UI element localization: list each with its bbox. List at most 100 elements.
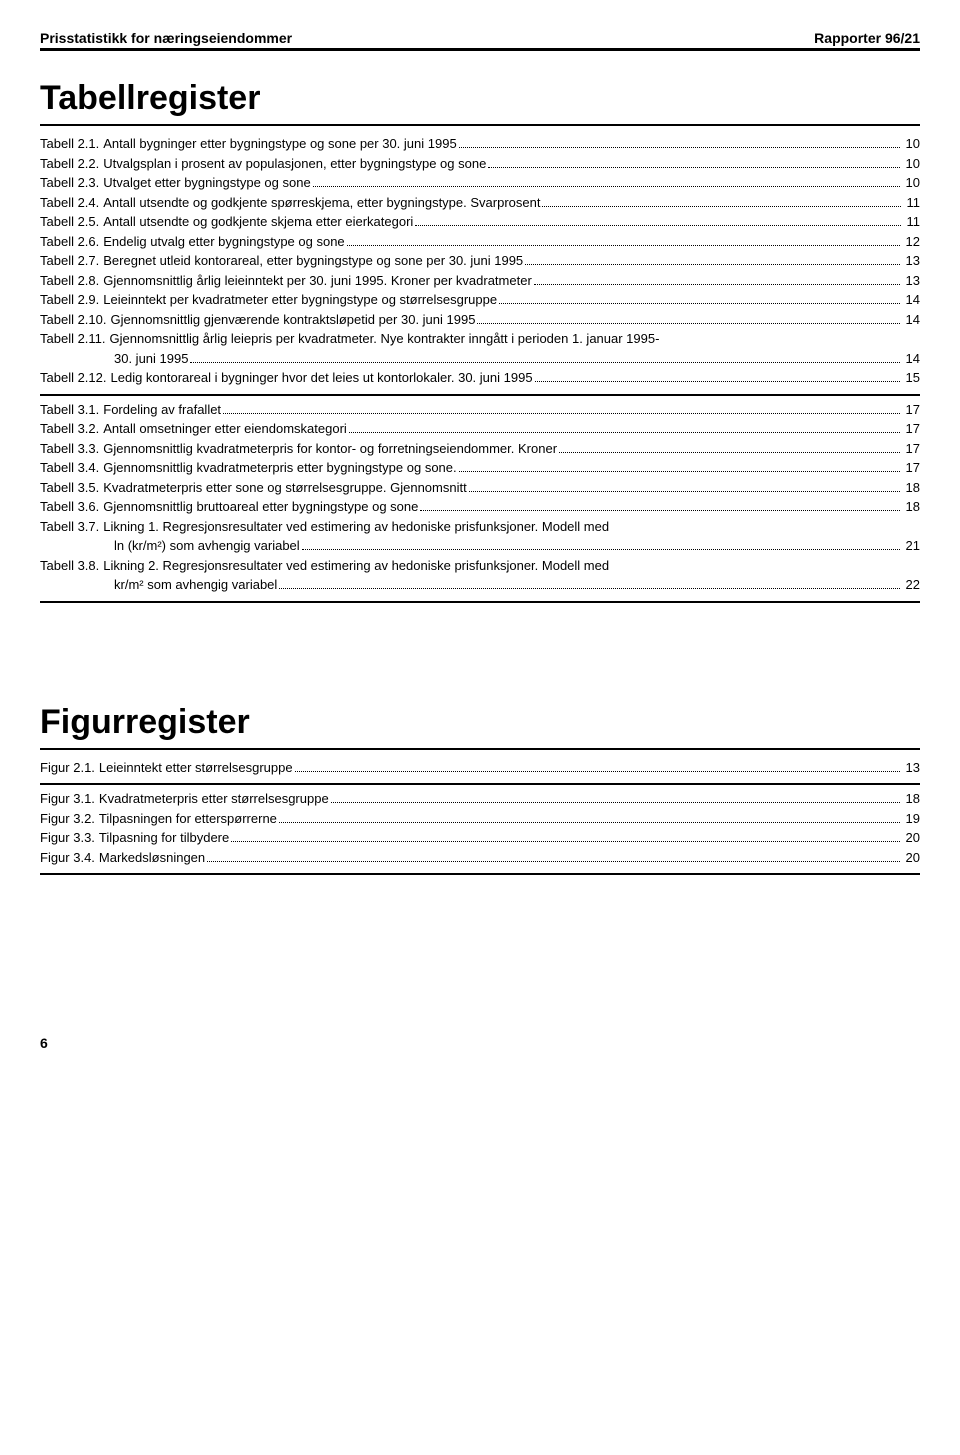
toc-leader-dots bbox=[559, 452, 900, 453]
toc-desc: Gjennomsnittlig gjenværende kontraktsløp… bbox=[111, 310, 476, 330]
toc-page: 17 bbox=[902, 400, 920, 420]
toc-desc: Antall utsendte og godkjente skjema ette… bbox=[103, 212, 413, 232]
toc-desc: Gjennomsnittlig kvadratmeterpris etter b… bbox=[103, 458, 456, 478]
toc-page: 13 bbox=[902, 251, 920, 271]
toc-page: 20 bbox=[902, 828, 920, 848]
toc-page: 13 bbox=[902, 271, 920, 291]
toc-page: 15 bbox=[902, 368, 920, 388]
toc-entry: Tabell 2.11.Gjennomsnittlig årlig leiepr… bbox=[40, 329, 920, 368]
toc-label: Figur 3.3. bbox=[40, 828, 99, 848]
toc-label: Tabell 3.2. bbox=[40, 419, 103, 439]
toc-leader-dots bbox=[469, 491, 900, 492]
toc-label: Tabell 2.1. bbox=[40, 134, 103, 154]
toc-page: 17 bbox=[902, 458, 920, 478]
toc-leader-dots bbox=[488, 167, 899, 168]
toc-entry: Tabell 2.10.Gjennomsnittlig gjenværende … bbox=[40, 310, 920, 330]
toc-leader-dots bbox=[459, 471, 900, 472]
register-title: Tabellregister bbox=[40, 79, 920, 118]
toc-leader-dots bbox=[535, 381, 900, 382]
toc-label: Tabell 2.8. bbox=[40, 271, 103, 291]
toc-label: Tabell 2.9. bbox=[40, 290, 103, 310]
toc-desc: Markedsløsningen bbox=[99, 848, 205, 868]
toc-leader-dots bbox=[542, 206, 900, 207]
toc-label: Tabell 2.3. bbox=[40, 173, 103, 193]
toc-entry: Tabell 2.6.Endelig utvalg etter bygnings… bbox=[40, 232, 920, 252]
toc-entry: Tabell 3.1.Fordeling av frafallet 17 bbox=[40, 400, 920, 420]
toc-leader-dots bbox=[207, 861, 899, 862]
toc-leader-dots bbox=[499, 303, 899, 304]
toc-leader-dots bbox=[223, 413, 899, 414]
toc-page: 13 bbox=[902, 758, 920, 778]
toc-leader-dots bbox=[477, 323, 899, 324]
toc-label: Tabell 3.3. bbox=[40, 439, 103, 459]
toc-entry: Tabell 3.5.Kvadratmeterpris etter sone o… bbox=[40, 478, 920, 498]
toc-desc-cont: kr/m² som avhengig variabel bbox=[114, 575, 277, 595]
toc-entry: Tabell 3.4.Gjennomsnittlig kvadratmeterp… bbox=[40, 458, 920, 478]
toc-page: 14 bbox=[902, 290, 920, 310]
toc-desc: Tilpasningen for etterspørrerne bbox=[99, 809, 277, 829]
toc-label: Tabell 2.10. bbox=[40, 310, 111, 330]
toc-entry: Figur 3.3.Tilpasning for tilbydere 20 bbox=[40, 828, 920, 848]
toc-label: Tabell 3.8. bbox=[40, 556, 103, 576]
toc-page: 14 bbox=[902, 349, 920, 369]
toc-desc: Fordeling av frafallet bbox=[103, 400, 221, 420]
toc-label: Figur 3.1. bbox=[40, 789, 99, 809]
toc-desc: Antall omsetninger etter eiendomskategor… bbox=[103, 419, 347, 439]
toc-page: 19 bbox=[902, 809, 920, 829]
toc-entry: Tabell 2.3.Utvalget etter bygningstype o… bbox=[40, 173, 920, 193]
toc-label: Tabell 3.1. bbox=[40, 400, 103, 420]
toc-desc: Kvadratmeterpris etter sone og størrelse… bbox=[103, 478, 466, 498]
toc-leader-dots bbox=[420, 510, 899, 511]
toc-page: 12 bbox=[902, 232, 920, 252]
toc-page: 10 bbox=[902, 173, 920, 193]
toc-page: 21 bbox=[902, 536, 920, 556]
toc-leader-dots bbox=[525, 264, 899, 265]
toc-entry: Tabell 2.12.Ledig kontorareal i bygninge… bbox=[40, 368, 920, 388]
toc-entry: Tabell 3.2.Antall omsetninger etter eien… bbox=[40, 419, 920, 439]
toc-entry: Figur 3.2.Tilpasningen for etterspørrern… bbox=[40, 809, 920, 829]
toc-page: 14 bbox=[902, 310, 920, 330]
toc-label: Tabell 2.11. bbox=[40, 329, 110, 349]
toc-desc: Gjennomsnittlig bruttoareal etter bygnin… bbox=[103, 497, 418, 517]
toc-entry: Tabell 2.1.Antall bygninger etter bygnin… bbox=[40, 134, 920, 154]
toc-entry: Tabell 3.8.Likning 2. Regresjonsresultat… bbox=[40, 556, 920, 595]
toc-leader-dots bbox=[190, 362, 899, 363]
toc-desc: Kvadratmeterpris etter størrelsesgruppe bbox=[99, 789, 329, 809]
toc-entry: Tabell 3.7.Likning 1. Regresjonsresultat… bbox=[40, 517, 920, 556]
toc-label: Tabell 3.5. bbox=[40, 478, 103, 498]
toc-page: 11 bbox=[903, 193, 921, 213]
toc-label: Tabell 3.6. bbox=[40, 497, 103, 517]
toc-entry: Tabell 2.5.Antall utsendte og godkjente … bbox=[40, 212, 920, 232]
header-left: Prisstatistikk for næringseiendommer bbox=[40, 30, 292, 46]
toc-leader-dots bbox=[534, 284, 900, 285]
toc-leader-dots bbox=[231, 841, 899, 842]
toc-desc: Ledig kontorareal i bygninger hvor det l… bbox=[111, 368, 533, 388]
toc-desc: Endelig utvalg etter bygningstype og son… bbox=[103, 232, 344, 252]
toc-entry: Figur 2.1.Leieinntekt etter størrelsesgr… bbox=[40, 758, 920, 778]
toc-leader-dots bbox=[302, 549, 900, 550]
toc-desc: Beregnet utleid kontorareal, etter bygni… bbox=[103, 251, 523, 271]
toc-label: Figur 2.1. bbox=[40, 758, 99, 778]
toc-leader-dots bbox=[459, 147, 900, 148]
toc-entry: Figur 3.4.Markedsløsningen20 bbox=[40, 848, 920, 868]
toc-label: Tabell 2.4. bbox=[40, 193, 103, 213]
toc-label: Tabell 2.2. bbox=[40, 154, 103, 174]
toc-label: Tabell 3.7. bbox=[40, 517, 103, 537]
toc-leader-dots bbox=[415, 225, 900, 226]
toc-leader-dots bbox=[279, 822, 900, 823]
toc-desc: Tilpasning for tilbydere bbox=[99, 828, 229, 848]
toc-label: Tabell 2.5. bbox=[40, 212, 103, 232]
toc-leader-dots bbox=[331, 802, 900, 803]
toc-desc: Utvalgsplan i prosent av populasjonen, e… bbox=[103, 154, 486, 174]
toc-page: 17 bbox=[902, 439, 920, 459]
register-title: Figurregister bbox=[40, 703, 920, 742]
toc-label: Figur 3.4. bbox=[40, 848, 99, 868]
toc-desc: Likning 2. Regresjonsresultater ved esti… bbox=[103, 556, 609, 576]
toc-desc: Gjennomsnittlig årlig leieinntekt per 30… bbox=[103, 271, 532, 291]
toc-page: 18 bbox=[902, 478, 920, 498]
toc-desc: Leieinntekt etter størrelsesgruppe bbox=[99, 758, 293, 778]
toc-label: Figur 3.2. bbox=[40, 809, 99, 829]
toc-desc: Antall bygninger etter bygningstype og s… bbox=[103, 134, 456, 154]
toc-entry: Tabell 2.7.Beregnet utleid kontorareal, … bbox=[40, 251, 920, 271]
toc-entry: Tabell 2.8.Gjennomsnittlig årlig leieinn… bbox=[40, 271, 920, 291]
